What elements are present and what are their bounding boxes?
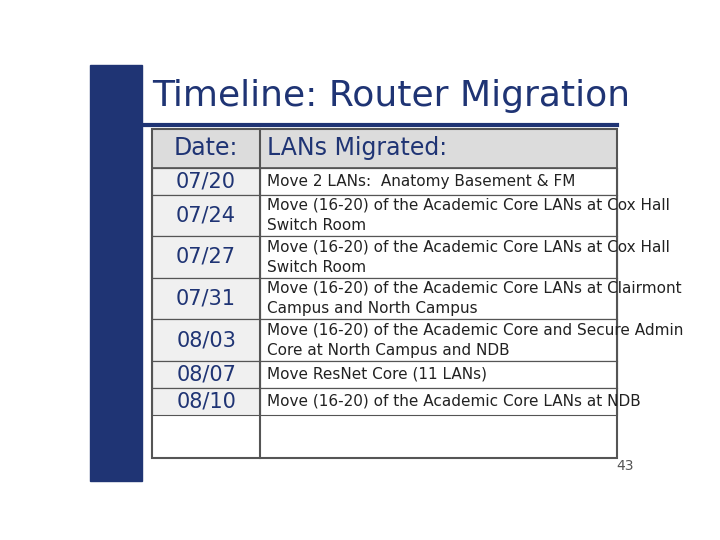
Text: 07/31: 07/31 xyxy=(176,288,236,308)
Text: 07/20: 07/20 xyxy=(176,171,236,191)
Bar xyxy=(152,129,617,167)
Bar xyxy=(152,129,617,458)
Text: 08/10: 08/10 xyxy=(176,392,236,411)
Bar xyxy=(260,319,617,361)
Bar xyxy=(260,388,617,415)
Bar xyxy=(152,167,260,194)
Bar xyxy=(260,278,617,319)
Text: Move (16-20) of the Academic Core and Secure Admin
Core at North Campus and NDB: Move (16-20) of the Academic Core and Se… xyxy=(267,322,683,358)
Bar xyxy=(152,236,260,278)
Text: Move (16-20) of the Academic Core LANs at Cox Hall
Switch Room: Move (16-20) of the Academic Core LANs a… xyxy=(267,198,670,233)
Bar xyxy=(152,194,260,236)
Text: 07/27: 07/27 xyxy=(176,247,236,267)
Bar xyxy=(152,278,260,319)
Text: 08/07: 08/07 xyxy=(176,364,236,384)
Bar xyxy=(90,65,143,481)
Bar xyxy=(260,194,617,236)
Bar xyxy=(152,388,260,415)
Text: Move (16-20) of the Academic Core LANs at Cox Hall
Switch Room: Move (16-20) of the Academic Core LANs a… xyxy=(267,239,670,275)
Bar xyxy=(152,361,260,388)
Text: Move (16-20) of the Academic Core LANs at NDB: Move (16-20) of the Academic Core LANs a… xyxy=(267,394,641,409)
Text: Move 2 LANs:  Anatomy Basement & FM: Move 2 LANs: Anatomy Basement & FM xyxy=(267,173,575,188)
Text: LANs Migrated:: LANs Migrated: xyxy=(267,137,447,160)
Text: 07/24: 07/24 xyxy=(176,205,236,225)
Text: 08/03: 08/03 xyxy=(176,330,236,350)
Bar xyxy=(152,319,260,361)
Bar xyxy=(260,167,617,194)
Bar xyxy=(260,236,617,278)
Text: Move ResNet Core (11 LANs): Move ResNet Core (11 LANs) xyxy=(267,367,487,382)
Text: Timeline: Router Migration: Timeline: Router Migration xyxy=(152,79,631,113)
Text: Date:: Date: xyxy=(174,137,238,160)
Text: Move (16-20) of the Academic Core LANs at Clairmont
Campus and North Campus: Move (16-20) of the Academic Core LANs a… xyxy=(267,281,682,316)
Bar xyxy=(260,361,617,388)
Text: 43: 43 xyxy=(616,459,634,473)
